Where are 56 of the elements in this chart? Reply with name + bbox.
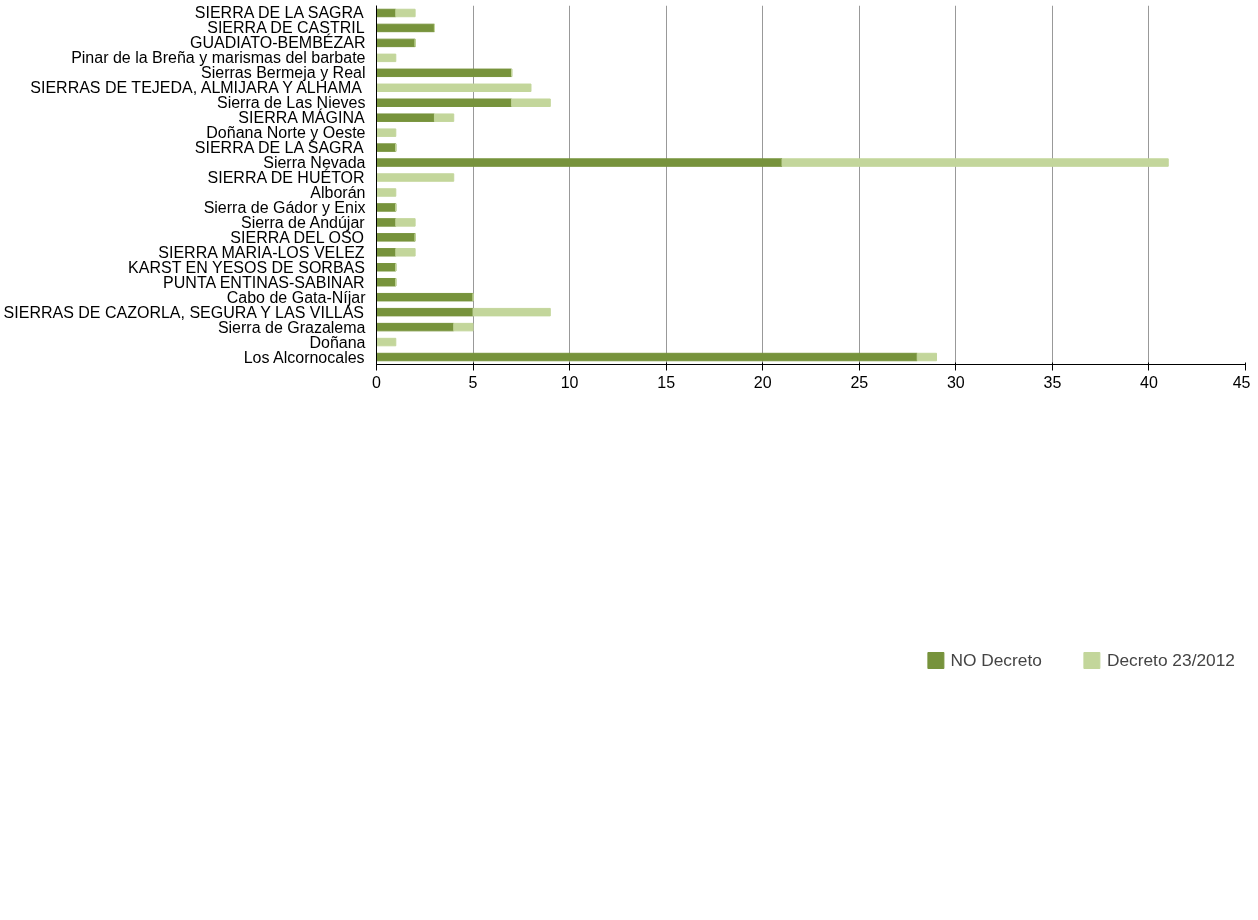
y-tick-label: Los Alcornocales bbox=[243, 348, 365, 366]
bar bbox=[376, 53, 397, 63]
bar bbox=[376, 203, 397, 212]
x-tick-label: 20 bbox=[753, 373, 772, 391]
x-tick-label: 15 bbox=[657, 373, 676, 391]
legend-label: Decreto 23/2012 bbox=[1106, 649, 1235, 671]
x-tick-label: 40 bbox=[1140, 373, 1158, 391]
bar bbox=[916, 352, 938, 362]
bar bbox=[376, 307, 474, 317]
y-tick-label: Pinar de la Breña y marismas del barbate bbox=[71, 49, 366, 67]
bar bbox=[376, 352, 918, 362]
bar bbox=[472, 307, 551, 317]
y-tick-label: Cabo de Gata-Níjar bbox=[226, 288, 367, 306]
bar bbox=[511, 98, 551, 107]
y-tick-label: SIERRA DE LA SAGRA bbox=[194, 4, 365, 22]
y-tick-label: KARST EN YESOS DE SORBAS bbox=[128, 258, 365, 276]
bar bbox=[376, 38, 416, 48]
bar bbox=[376, 98, 513, 107]
bar bbox=[376, 188, 397, 197]
y-tick-label: Doñana bbox=[309, 333, 366, 351]
bar bbox=[376, 337, 397, 347]
bar bbox=[376, 68, 513, 78]
y-tick-label: SIERRA MÁGINA bbox=[238, 108, 365, 127]
y-tick-label: GUADIATO-BEMBÉZAR bbox=[190, 33, 366, 52]
bar bbox=[376, 23, 435, 33]
bar bbox=[376, 158, 783, 167]
bar bbox=[376, 128, 397, 137]
bar bbox=[453, 322, 474, 332]
x-tick-label: 5 bbox=[468, 373, 478, 391]
bar bbox=[376, 277, 397, 287]
x-tick-label: 45 bbox=[1232, 373, 1251, 391]
bar bbox=[376, 143, 397, 152]
bar bbox=[781, 158, 1169, 167]
x-tick-label: 35 bbox=[1043, 373, 1062, 391]
x-tick-label: 10 bbox=[560, 373, 579, 391]
bar bbox=[376, 292, 474, 302]
y-tick-label: PUNTA ENTINAS-SABINAR bbox=[163, 273, 365, 291]
bar bbox=[395, 218, 416, 227]
bar bbox=[433, 113, 455, 122]
bar bbox=[376, 233, 416, 242]
bar bbox=[395, 248, 416, 257]
bar bbox=[395, 8, 416, 18]
x-tick-label: 0 bbox=[372, 373, 382, 391]
legend-label: NO Decreto bbox=[950, 649, 1042, 671]
bar bbox=[376, 173, 455, 182]
bar bbox=[376, 83, 532, 93]
bar bbox=[376, 218, 397, 227]
bar bbox=[376, 322, 455, 332]
bar bbox=[376, 113, 435, 122]
x-tick-label: 30 bbox=[946, 373, 965, 391]
bar bbox=[376, 248, 397, 257]
y-tick-label: SIERRA MARIA-LOS VELEZ bbox=[158, 243, 365, 261]
y-tick-label: Doñana Norte y Oeste bbox=[206, 124, 366, 142]
bar bbox=[376, 263, 397, 272]
x-tick-label: 25 bbox=[850, 373, 869, 391]
y-tick-label: Sierra de Grazalema bbox=[217, 318, 366, 336]
